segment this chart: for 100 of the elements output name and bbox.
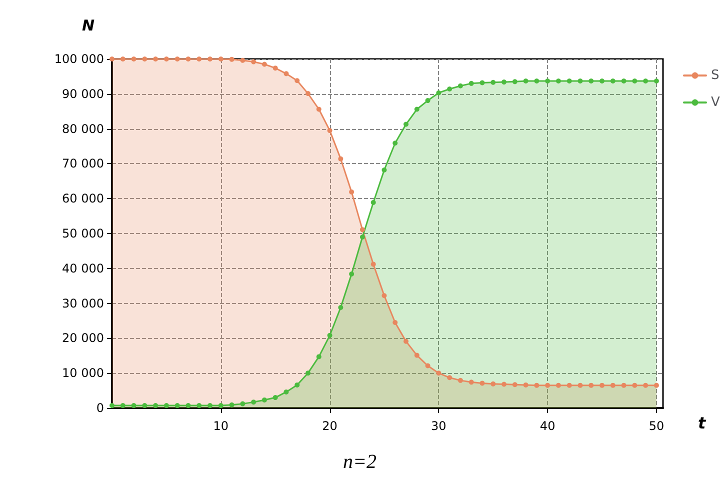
y-tick-label: 70 000	[62, 156, 104, 171]
point	[153, 56, 158, 62]
point	[120, 403, 126, 408]
point	[338, 304, 344, 310]
point	[131, 403, 136, 408]
y-tick-label: 80 000	[62, 122, 104, 136]
point	[436, 370, 442, 376]
point	[545, 78, 550, 84]
point	[240, 401, 246, 406]
point	[306, 91, 311, 96]
text: n=2	[343, 451, 376, 473]
point	[120, 56, 126, 62]
point	[480, 80, 485, 86]
point	[262, 397, 267, 402]
point	[654, 78, 659, 84]
point	[425, 363, 430, 368]
point	[534, 78, 540, 84]
point	[251, 400, 256, 405]
point	[186, 403, 191, 408]
point	[523, 382, 528, 388]
point	[414, 106, 420, 112]
y-tick-label: 0	[96, 401, 104, 415]
point	[294, 78, 300, 84]
point	[284, 389, 289, 394]
point	[349, 271, 354, 276]
point	[610, 78, 616, 84]
point	[425, 98, 430, 104]
point	[131, 56, 136, 62]
y-tick-label: 30 000	[62, 296, 104, 310]
x-tick-label: 10	[213, 419, 229, 433]
point	[480, 380, 485, 386]
point	[490, 80, 496, 85]
point	[578, 382, 583, 388]
point	[545, 382, 550, 388]
point	[534, 382, 540, 388]
point	[360, 227, 365, 232]
point	[110, 403, 114, 408]
point	[556, 78, 561, 84]
point	[316, 354, 322, 360]
point	[229, 56, 234, 62]
point	[306, 370, 311, 376]
point	[218, 56, 224, 62]
point	[436, 90, 442, 96]
y-tick-label: 20 000	[62, 331, 104, 346]
point	[196, 403, 202, 408]
point	[196, 56, 202, 62]
point	[327, 332, 332, 338]
point	[240, 58, 246, 63]
point	[218, 403, 224, 408]
point	[284, 71, 289, 76]
point	[327, 128, 332, 134]
point	[110, 56, 114, 62]
y-tick-label: 60 000	[62, 192, 104, 206]
point	[360, 234, 365, 240]
point	[251, 59, 256, 64]
point	[392, 320, 398, 325]
point	[164, 56, 169, 62]
point	[523, 78, 528, 84]
point	[392, 140, 398, 146]
point	[153, 403, 158, 408]
y-tick-label: 10 000	[62, 366, 104, 380]
x-tick-label: 50	[648, 419, 664, 433]
point	[643, 78, 648, 84]
point	[294, 382, 300, 388]
point	[316, 106, 322, 112]
point	[600, 78, 605, 84]
y-tick-label: 90 000	[62, 86, 104, 101]
point	[588, 382, 594, 388]
point	[512, 382, 518, 388]
point	[468, 380, 474, 385]
point	[208, 403, 213, 408]
legend-label: V	[711, 95, 720, 110]
x-tick-label: 20	[322, 419, 338, 433]
point	[370, 262, 376, 267]
y-tick-label: 100 000	[54, 52, 104, 66]
point	[610, 382, 616, 388]
x-tick-label: 30	[431, 419, 446, 433]
point	[468, 80, 474, 86]
point	[142, 403, 148, 408]
point	[566, 382, 572, 388]
point	[229, 402, 234, 408]
point	[632, 78, 638, 84]
point	[262, 62, 267, 67]
point	[556, 382, 561, 388]
point	[621, 78, 626, 84]
point	[382, 167, 387, 172]
point	[458, 83, 463, 88]
point	[447, 86, 452, 92]
x-tick-label: 40	[540, 419, 556, 433]
point	[578, 78, 583, 84]
point	[414, 352, 420, 358]
point	[502, 80, 507, 85]
point	[512, 79, 518, 84]
point	[174, 403, 180, 408]
point	[382, 293, 387, 298]
point	[404, 122, 409, 127]
point	[502, 382, 507, 387]
legend-label: S	[711, 68, 720, 83]
point	[349, 189, 354, 194]
y-tick-label: 40 000	[62, 261, 104, 276]
